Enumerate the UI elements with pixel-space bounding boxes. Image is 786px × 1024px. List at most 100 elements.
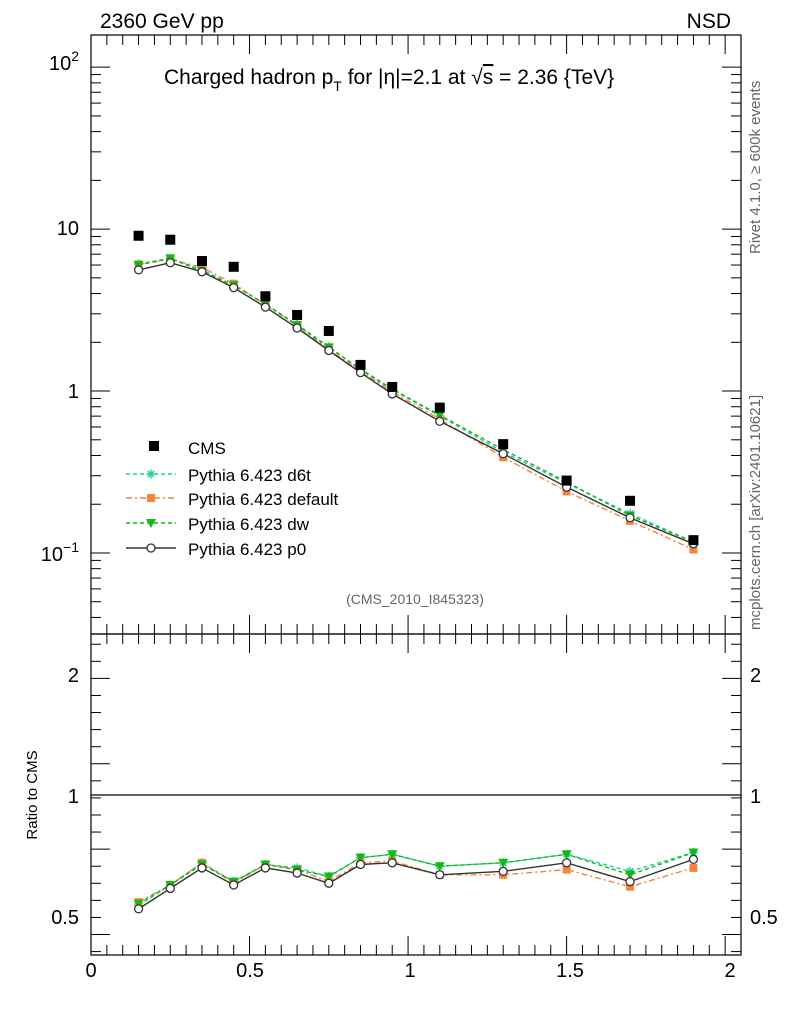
legend-marker-0 <box>146 469 156 479</box>
ratio-y-ticks <box>91 643 741 953</box>
cms-point-13 <box>688 535 699 546</box>
ytick-label-100: 102 <box>49 48 79 75</box>
ratio-y-axis-label: Ratio to CMS <box>24 750 41 839</box>
cms-point-5 <box>292 309 303 320</box>
ratio-ytick-label-1-left: 1 <box>68 786 79 808</box>
ratio-point-2-13 <box>688 848 699 858</box>
ratio-point-3-6 <box>324 878 334 888</box>
cms-point-9 <box>434 402 445 413</box>
ratio-ytick-label-2-left: 2 <box>68 665 79 687</box>
main-line-3 <box>138 261 694 545</box>
ytick-label-10: 10 <box>57 218 79 240</box>
mcplots-label: mcplots.cern.ch [arXiv:2401.10621] <box>747 395 764 630</box>
legend-marker-cms <box>149 441 159 451</box>
ratio-line-1 <box>138 860 694 903</box>
ratio-series-group <box>133 848 699 914</box>
main-point-3-2 <box>197 267 207 277</box>
legend-label-cms: CMS <box>188 439 226 458</box>
ratio-point-2-7 <box>355 853 366 863</box>
cms-point-6 <box>323 325 334 336</box>
main-point-2-9 <box>434 411 445 421</box>
ratio-point-2-6 <box>323 872 334 882</box>
ratio-point-1-11 <box>562 865 571 874</box>
ratio-ytick-label-0.5-right: 0.5 <box>750 907 778 929</box>
main-point-3-6 <box>324 345 334 356</box>
ratio-point-3-10 <box>498 866 508 876</box>
analysis-id: (CMS_2010_I845323) <box>346 591 484 607</box>
ytick-label-0.1: 10−1 <box>41 539 79 566</box>
main-point-3-0 <box>133 265 144 275</box>
star-stroke <box>147 470 155 478</box>
main-point-3-5 <box>292 323 302 333</box>
ratio-ytick-label-1-right: 1 <box>750 786 761 808</box>
legend: CMS Pythia 6.423 d6t Pythia 6.423 defaul… <box>126 439 339 559</box>
xtick-label-0: 0 <box>85 960 96 982</box>
cms-point-2 <box>196 256 207 267</box>
ratio-point-3-7 <box>355 859 366 870</box>
main-point-1-13 <box>689 545 698 554</box>
legend-label-p0: Pythia 6.423 p0 <box>188 540 306 559</box>
header-right: NSD <box>687 10 731 33</box>
main-point-3-10 <box>498 449 508 459</box>
main-line-2 <box>138 257 694 543</box>
ratio-point-2-8 <box>387 850 398 860</box>
main-line-1 <box>138 258 694 551</box>
xtick-label-1: 1 <box>404 960 415 982</box>
ratio-point-3-13 <box>688 854 699 865</box>
legend-marker-1 <box>147 494 155 502</box>
ratio-line-2 <box>138 851 694 905</box>
main-point-3-9 <box>435 416 445 426</box>
ratio-point-2-11 <box>561 850 572 860</box>
main-point-3-4 <box>260 302 271 312</box>
ratio-point-3-2 <box>197 863 207 873</box>
main-y-ticks <box>91 66 741 618</box>
legend-marker-2 <box>146 519 156 528</box>
cms-point-10 <box>498 439 509 450</box>
legend-marker-3 <box>146 543 156 553</box>
ratio-line-0 <box>138 851 694 907</box>
ytick-label-1: 1 <box>68 381 79 403</box>
ratio-point-3-11 <box>561 858 572 868</box>
legend-label-d6t: Pythia 6.423 d6t <box>188 466 311 485</box>
ratio-point-3-1 <box>165 883 175 894</box>
ratio-point-3-12 <box>625 876 635 887</box>
xtick-label-1.5: 1.5 <box>556 960 584 982</box>
ratio-line-3 <box>138 858 694 910</box>
legend-label-default: Pythia 6.423 default <box>188 490 339 509</box>
x-tick-labels: 0 0.5 1 1.5 2 <box>85 960 735 982</box>
cms-point-0 <box>133 230 144 241</box>
ratio-ytick-label-2-right: 2 <box>750 665 761 687</box>
ratio-point-2-12 <box>625 870 636 880</box>
ratio-point-3-5 <box>292 868 302 878</box>
main-point-3-3 <box>229 282 239 293</box>
ratio-point-3-3 <box>229 880 239 890</box>
ratio-ytick-label-0.5-left: 0.5 <box>51 907 79 929</box>
ratio-point-2-10 <box>498 858 509 868</box>
ratio-point-1-13 <box>689 863 698 872</box>
cms-point-7 <box>355 359 366 370</box>
rivet-version-label: Rivet 4.1.0, ≥ 600k events <box>747 81 764 254</box>
cms-point-3 <box>228 261 239 272</box>
cms-point-1 <box>165 234 176 245</box>
cms-point-8 <box>387 381 398 392</box>
ratio-point-3-9 <box>435 870 445 880</box>
cms-point-11 <box>561 475 572 486</box>
ratio-point-3-4 <box>260 863 271 873</box>
ratio-point-3-8 <box>387 858 397 868</box>
xtick-label-2: 2 <box>724 960 735 982</box>
main-y-tick-labels: 102 10 1 10−1 <box>41 48 79 566</box>
chart-title: Charged hadron pT for |η|=2.1 at √s = 2.… <box>164 66 614 94</box>
main-point-3-12 <box>625 513 635 523</box>
cms-point-4 <box>260 291 271 302</box>
main-point-3-1 <box>165 258 175 268</box>
cms-data-points <box>133 230 699 546</box>
cms-point-12 <box>625 495 636 506</box>
ratio-point-2-9 <box>434 862 445 872</box>
legend-label-dw: Pythia 6.423 dw <box>188 515 310 534</box>
xtick-label-0.5: 0.5 <box>236 960 264 982</box>
ratio-point-1-12 <box>626 882 635 891</box>
header-left: 2360 GeV pp <box>100 10 224 33</box>
ratio-point-3-0 <box>133 904 144 914</box>
x-ticks <box>90 35 726 955</box>
